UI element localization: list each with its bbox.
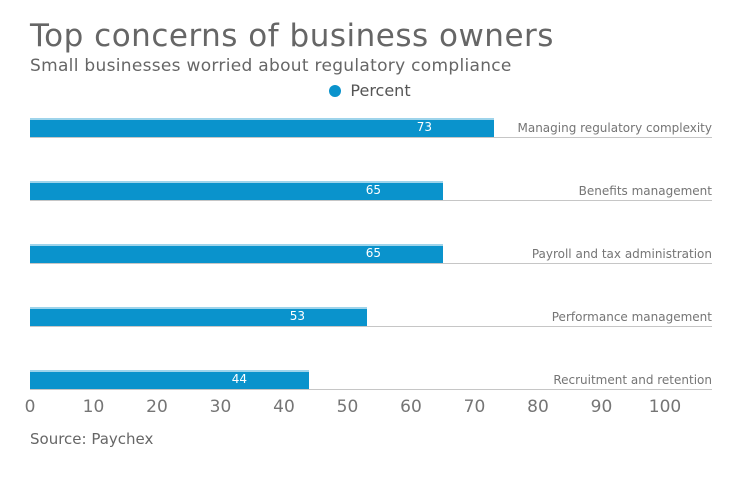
legend-dot-icon bbox=[329, 84, 342, 97]
bar[interactable]: 65 bbox=[30, 244, 443, 263]
row-baseline bbox=[30, 326, 712, 327]
x-axis-tick-label: 70 bbox=[463, 397, 486, 417]
bar-row: 73 Managing regulatory complexity bbox=[0, 118, 740, 138]
bar-value-label: 65 bbox=[365, 183, 381, 197]
row-baseline bbox=[30, 200, 712, 201]
x-axis-tick-label: 90 bbox=[590, 397, 613, 417]
bar-row: 44 Recruitment and retention bbox=[0, 370, 740, 390]
x-axis-tick-label: 30 bbox=[209, 397, 232, 417]
category-label: Managing regulatory complexity bbox=[517, 121, 712, 135]
x-axis-tick-label: 50 bbox=[336, 397, 359, 417]
row-baseline bbox=[30, 137, 712, 138]
x-axis-tick-label: 10 bbox=[82, 397, 105, 417]
bar-row: 65 Payroll and tax administration bbox=[0, 244, 740, 264]
x-axis-tick-label: 0 bbox=[24, 397, 36, 417]
bar-value-label: 65 bbox=[365, 246, 381, 260]
category-label: Payroll and tax administration bbox=[531, 247, 712, 261]
x-axis-tick-label: 80 bbox=[527, 397, 549, 417]
category-label: Benefits management bbox=[578, 184, 712, 198]
x-axis-tick-label: 40 bbox=[273, 397, 295, 417]
chart-title: Top concerns of business owners bbox=[30, 18, 554, 54]
bar-value-label: 73 bbox=[416, 120, 432, 134]
legend-item-percent[interactable]: Percent bbox=[0, 81, 740, 100]
x-axis: 0 10 20 30 40 50 60 70 80 90 100 bbox=[0, 397, 740, 419]
source-note: Source: Paychex bbox=[30, 430, 154, 448]
x-axis-tick-label: 60 bbox=[400, 397, 422, 417]
row-baseline bbox=[30, 389, 712, 390]
bar[interactable]: 65 bbox=[30, 181, 443, 200]
chart-subtitle: Small businesses worried about regulator… bbox=[30, 56, 512, 76]
x-axis-tick-label: 20 bbox=[146, 397, 168, 417]
category-label: Performance management bbox=[551, 310, 712, 324]
category-label: Recruitment and retention bbox=[553, 373, 712, 387]
bar-row: 65 Benefits management bbox=[0, 181, 740, 201]
bar-value-label: 53 bbox=[289, 309, 305, 323]
bar[interactable]: 53 bbox=[30, 307, 367, 326]
x-axis-tick-label: 100 bbox=[648, 397, 682, 417]
legend-label: Percent bbox=[350, 81, 411, 100]
bar[interactable]: 73 bbox=[30, 118, 494, 137]
row-baseline bbox=[30, 263, 712, 264]
bar-row: 53 Performance management bbox=[0, 307, 740, 327]
bar[interactable]: 44 bbox=[30, 370, 309, 389]
bar-value-label: 44 bbox=[231, 372, 247, 386]
